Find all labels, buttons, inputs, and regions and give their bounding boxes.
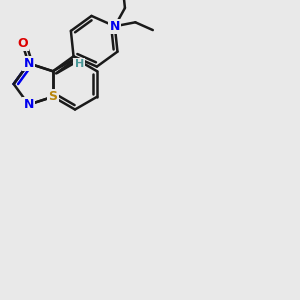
Text: N: N bbox=[23, 57, 34, 70]
Text: N: N bbox=[23, 98, 34, 111]
Text: N: N bbox=[110, 20, 120, 33]
Text: S: S bbox=[48, 90, 57, 103]
Text: H: H bbox=[75, 59, 84, 69]
Text: O: O bbox=[17, 37, 28, 50]
